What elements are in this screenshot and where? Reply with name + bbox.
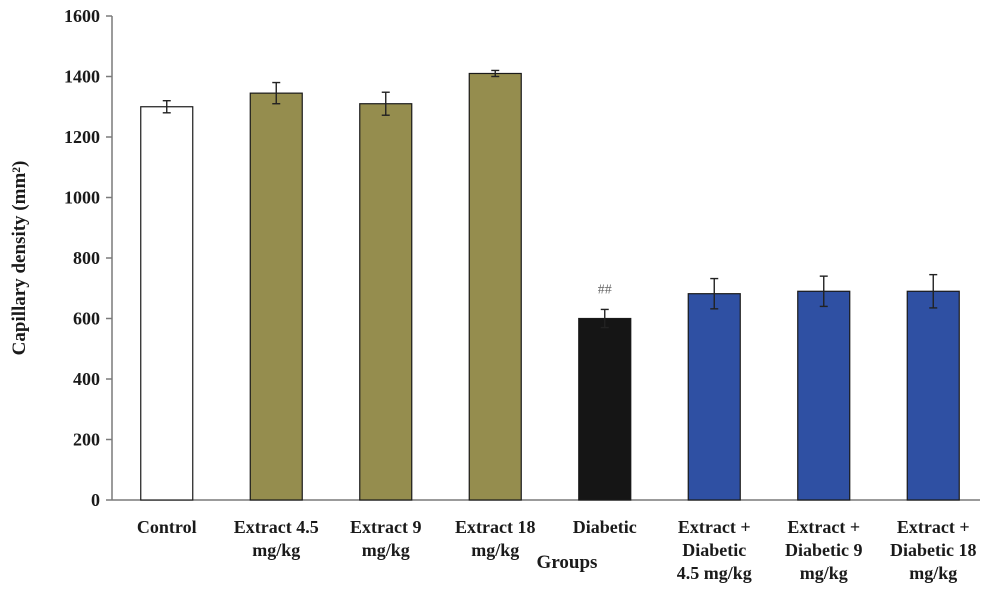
x-category-label: Extract 9 mg/kg <box>350 517 421 560</box>
error-bar <box>491 69 500 78</box>
x-category-label-line: Extract 18 <box>455 517 535 537</box>
x-category-label: Extract 18 mg/kg <box>455 517 535 560</box>
x-category-label-line: mg/kg <box>800 563 848 583</box>
bar <box>797 290 851 501</box>
error-bar <box>710 277 719 310</box>
x-category-label-line: Diabetic <box>573 517 637 537</box>
bar <box>140 106 194 501</box>
y-tick-label: 0 <box>91 490 100 510</box>
x-category-label-line: mg/kg <box>909 563 957 583</box>
x-category-label-line: Diabetic 18 <box>890 540 976 560</box>
error-bar <box>929 273 938 309</box>
y-axis-ticks: 0 200 400 600 800 1000 1200 1400 1600 <box>64 6 112 510</box>
x-category-label-line: mg/kg <box>471 540 519 560</box>
significance-annotation: ## <box>598 282 612 297</box>
x-category-label-line: 4.5 mg/kg <box>677 563 752 583</box>
x-category-label-line: Extract + <box>678 517 751 537</box>
y-tick-label: 1400 <box>64 67 100 87</box>
x-category-label: Extract 4.5 mg/kg <box>234 517 319 560</box>
bar <box>359 103 413 501</box>
x-category-label: Diabetic <box>573 517 637 537</box>
x-category-label-line: Extract 4.5 <box>234 517 319 537</box>
bar <box>249 92 303 501</box>
annotations: ## <box>598 282 612 297</box>
x-category-label: Extract + Diabetic 9 mg/kg <box>785 517 862 583</box>
x-category-label: Control <box>137 517 197 537</box>
x-category-label: Extract + Diabetic 18 mg/kg <box>890 517 976 583</box>
y-tick-label: 400 <box>73 369 100 389</box>
x-category-label-line: Extract 9 <box>350 517 421 537</box>
x-category-label-line: Diabetic <box>682 540 746 560</box>
bars <box>140 72 960 501</box>
x-axis-title: Groups <box>537 552 598 573</box>
y-tick-label: 1200 <box>64 127 100 147</box>
x-category-label-line: mg/kg <box>252 540 300 560</box>
error-bar <box>381 91 390 116</box>
x-category-label-line: Extract + <box>897 517 970 537</box>
x-category-label-line: Diabetic 9 <box>785 540 862 560</box>
y-tick-label: 1600 <box>64 6 100 26</box>
y-tick-label: 600 <box>73 309 100 329</box>
y-axis-title: Capillary density (mm²) <box>9 161 30 356</box>
bar <box>468 72 522 501</box>
y-tick-label: 1000 <box>64 188 100 208</box>
y-tick-label: 800 <box>73 248 100 268</box>
error-bar <box>819 275 828 308</box>
x-category-label-line: mg/kg <box>362 540 410 560</box>
y-tick-label: 200 <box>73 430 100 450</box>
error-bar <box>272 81 281 105</box>
x-category-label: Extract + Diabetic 4.5 mg/kg <box>677 517 752 583</box>
error-bar <box>162 99 171 114</box>
bar <box>578 317 632 501</box>
bar <box>687 293 741 501</box>
x-category-label-line: Extract + <box>787 517 860 537</box>
error-bar <box>600 308 609 329</box>
x-category-label-line: Control <box>137 517 197 537</box>
bar <box>906 290 960 501</box>
error-bars <box>162 69 938 329</box>
